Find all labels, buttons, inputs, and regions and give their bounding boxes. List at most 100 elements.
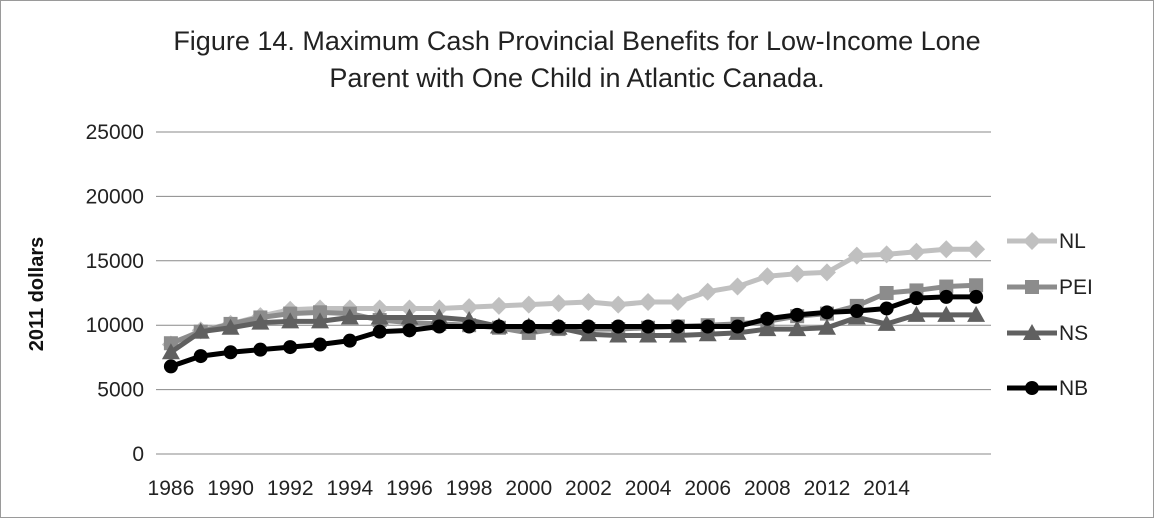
data-point-nb: [939, 289, 954, 304]
data-point-nl: [549, 294, 568, 313]
data-point-nl: [489, 296, 508, 315]
x-tick-label: 2008: [744, 477, 791, 500]
data-point-ns: [639, 326, 658, 343]
data-point-ns: [340, 308, 359, 325]
y-tick-label: 5000: [97, 379, 144, 402]
chart-title-line-2: Parent with One Child in Atlantic Canada…: [329, 63, 825, 93]
data-point-ns: [281, 312, 300, 329]
data-point-pei: [939, 279, 954, 294]
x-tick-label: 2014: [863, 477, 910, 500]
legend: NL PEI NS NB: [1007, 230, 1093, 400]
legend-label-nb: NB: [1059, 377, 1088, 400]
data-point-nb: [790, 307, 805, 322]
data-point-nl: [967, 240, 986, 259]
data-point-ns: [251, 313, 270, 330]
data-point-nb: [491, 319, 506, 334]
series-line-nl: [169, 246, 977, 347]
data-point-nb: [909, 291, 924, 306]
chart-title: Figure 14. Maximum Cash Provincial Benef…: [1, 23, 1153, 97]
data-point-nb: [372, 324, 387, 339]
data-point-nb: [611, 319, 626, 334]
x-tick-label: 1990: [207, 477, 254, 500]
data-point-nb: [521, 319, 536, 334]
data-point-ns: [191, 322, 210, 339]
data-point-ns: [907, 305, 926, 322]
series-layer: [161, 240, 986, 374]
legend-marker-ns: [1023, 324, 1041, 340]
legend-label-nl: NL: [1059, 230, 1086, 253]
data-point-nb: [313, 337, 328, 352]
chart-title-line-1: Figure 14. Maximum Cash Provincial Benef…: [173, 26, 981, 56]
legend-label-ns: NS: [1059, 322, 1088, 345]
data-point-ns: [430, 308, 449, 325]
x-tick-label: 1996: [386, 477, 433, 500]
data-point-nb: [819, 305, 834, 320]
series-line-nb: [170, 294, 977, 369]
data-point-nb: [670, 319, 685, 334]
data-point-nb: [163, 359, 178, 374]
data-point-nl: [668, 293, 687, 312]
data-point-nl: [728, 277, 747, 296]
x-tick-label: 2006: [684, 477, 731, 500]
data-point-pei: [969, 278, 984, 293]
data-point-nb: [223, 345, 238, 360]
x-tick-label: 1998: [446, 477, 493, 500]
data-point-nl: [430, 299, 449, 318]
legend-item-ns: NS: [1007, 322, 1088, 345]
x-tick-label: 1992: [267, 477, 314, 500]
legend-marker-pei: [1025, 280, 1039, 294]
data-point-nb: [402, 323, 417, 338]
data-point-nb: [551, 319, 566, 334]
data-point-ns: [370, 308, 389, 325]
data-point-ns: [400, 308, 419, 325]
data-point-ns: [817, 318, 836, 335]
series-line-ns: [169, 312, 977, 355]
y-tick-label: 15000: [86, 250, 144, 273]
legend-item-pei: PEI: [1007, 276, 1093, 299]
data-point-nl: [609, 295, 628, 314]
data-point-ns: [967, 305, 986, 322]
data-point-ns: [937, 305, 956, 322]
data-point-pei: [163, 336, 178, 351]
data-point-nb: [462, 319, 477, 334]
data-point-nb: [641, 319, 656, 334]
data-point-nl: [519, 295, 538, 314]
y-tick-label: 25000: [86, 121, 144, 144]
data-point-nl: [460, 298, 479, 317]
data-point-nb: [193, 349, 208, 364]
y-tick-label: 0: [132, 443, 144, 466]
data-point-nl: [817, 263, 836, 282]
data-point-nl: [877, 245, 896, 264]
x-tick-label: 2000: [505, 477, 552, 500]
series-nl: [161, 240, 986, 354]
data-point-nl: [579, 293, 598, 312]
data-point-pei: [313, 305, 328, 320]
data-point-nl: [847, 246, 866, 265]
data-point-nb: [700, 319, 715, 334]
legend-item-nl: NL: [1007, 230, 1086, 253]
data-point-nb: [730, 319, 745, 334]
data-point-nb: [283, 340, 298, 355]
gridlines: [156, 131, 991, 455]
data-point-ns: [609, 326, 628, 343]
legend-item-nb: NB: [1007, 377, 1088, 400]
data-point-nb: [879, 301, 894, 316]
data-point-ns: [311, 312, 330, 329]
data-point-ns: [221, 318, 240, 335]
data-point-nl: [788, 264, 807, 283]
data-point-nl: [370, 299, 389, 318]
data-point-ns: [161, 343, 180, 360]
data-point-nb: [253, 342, 268, 357]
x-tick-label: 2002: [565, 477, 612, 500]
data-point-nl: [758, 267, 777, 286]
data-point-ns: [758, 320, 777, 337]
y-tick-label: 10000: [86, 314, 144, 337]
y-tick-label: 20000: [86, 185, 144, 208]
data-point-nb: [969, 289, 984, 304]
legend-marker-nl: [1023, 232, 1041, 250]
data-point-ns: [877, 314, 896, 331]
y-axis-label: 2011 dollars: [26, 237, 48, 352]
data-point-nb: [760, 311, 775, 326]
